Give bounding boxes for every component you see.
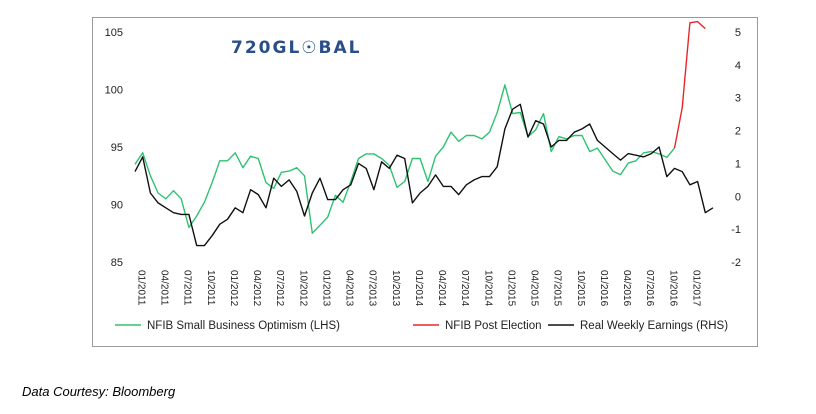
y-right-tick-label: 4 (735, 60, 741, 72)
y-left-tick-label: 105 (105, 27, 123, 39)
x-tick-label: 04/2011 (159, 270, 170, 306)
x-tick-label: 10/2016 (667, 270, 678, 307)
x-tick-label: 10/2014 (482, 270, 493, 307)
data-source-caption: Data Courtesy: Bloomberg (22, 384, 176, 399)
y-right-tick-label: 0 (735, 191, 741, 203)
x-tick-label: 07/2016 (644, 270, 655, 307)
x-tick-label: 04/2015 (529, 270, 540, 307)
x-tick-label: 01/2013 (321, 270, 332, 307)
chart: 85 90 95 100 105 -2 -1 0 1 2 3 4 5 01/2011 04/2011 07/2… (105, 20, 741, 332)
legend-label: Real Weekly Earnings (RHS) (580, 320, 728, 332)
x-tick-label: 07/2012 (274, 270, 285, 307)
chart-frame: 85 90 95 100 105 -2 -1 0 1 2 3 4 5 01/2011 04/2011 07/2… (92, 17, 758, 347)
y-left-tick-label: 90 (111, 200, 123, 212)
series-line (134, 84, 676, 235)
series-line (673, 20, 706, 149)
x-tick-label: 01/2011 (136, 270, 147, 306)
x-tick-label: 10/2011 (205, 270, 216, 306)
x-tick-label: 01/2014 (413, 270, 424, 307)
y-right-tick-label: 2 (735, 126, 741, 138)
series-line (134, 103, 714, 247)
logo: 720GL☉BAL (231, 38, 362, 58)
x-tick-label: 07/2013 (367, 270, 378, 307)
y-right-tick-label: -1 (731, 224, 741, 236)
legend-label: NFIB Small Business Optimism (LHS) (147, 320, 340, 332)
y-right-tick-label: -2 (731, 257, 741, 269)
x-tick-label: 10/2012 (297, 270, 308, 307)
x-tick-label: 01/2012 (228, 270, 239, 307)
x-tick-label: 10/2013 (390, 270, 401, 307)
y-right-tick-label: 5 (735, 27, 741, 39)
legend-label: NFIB Post Election (445, 320, 542, 332)
x-tick-label: 04/2013 (344, 270, 355, 307)
x-tick-label: 04/2012 (251, 270, 262, 307)
y-left-tick-label: 95 (111, 142, 123, 154)
x-tick-label: 04/2014 (436, 270, 447, 307)
x-tick-label: 07/2015 (552, 270, 563, 307)
y-right-tick-label: 3 (735, 93, 741, 105)
y-left-tick-label: 100 (105, 85, 123, 97)
x-tick-label: 07/2011 (182, 270, 193, 306)
y-right-tick-label: 1 (735, 158, 741, 170)
x-tick-label: 07/2014 (459, 270, 470, 307)
y-left-tick-label: 85 (111, 257, 123, 269)
x-tick-label: 04/2016 (621, 270, 632, 307)
x-tick-label: 01/2016 (598, 270, 609, 307)
x-tick-label: 01/2015 (505, 270, 516, 307)
x-tick-label: 01/2017 (690, 270, 701, 307)
x-tick-label: 10/2015 (575, 270, 586, 307)
